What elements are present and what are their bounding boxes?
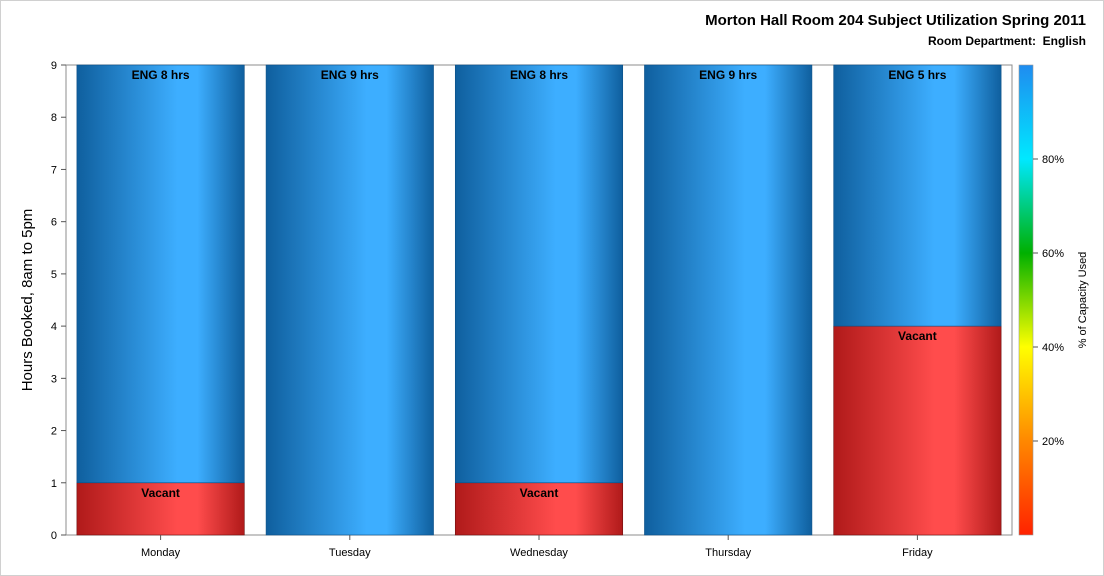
bar-eng-friday: [833, 64, 1002, 327]
x-tick-label: Wednesday: [510, 547, 568, 559]
x-tick-label: Tuesday: [329, 547, 371, 559]
y-tick-label: 4: [51, 321, 57, 333]
y-axis-label: Hours Booked, 8am to 5pm: [19, 209, 36, 392]
bar-label-vacant: Vacant: [141, 486, 180, 500]
bar-label-eng: ENG 8 hrs: [510, 68, 568, 82]
x-tick-label: Friday: [902, 547, 933, 559]
bar-eng-monday: [76, 64, 245, 484]
bar-label-eng: ENG 9 hrs: [321, 68, 379, 82]
y-tick-label: 5: [51, 269, 57, 281]
y-tick-label: 6: [51, 217, 57, 229]
bar-label-vacant: Vacant: [520, 486, 559, 500]
bar-eng-wednesday: [454, 64, 624, 484]
bar-label-eng: ENG 8 hrs: [132, 68, 190, 82]
bar-label-eng: ENG 9 hrs: [699, 68, 757, 82]
bar-label-eng: ENG 5 hrs: [888, 68, 946, 82]
colorbar-tick-label: 80%: [1042, 154, 1064, 166]
bar-eng-thursday: [644, 64, 813, 536]
colorbar-label: % of Capacity Used: [1077, 252, 1089, 349]
bar-label-vacant: Vacant: [898, 329, 937, 343]
colorbar-tick-label: 60%: [1042, 248, 1064, 260]
y-tick-label: 3: [51, 373, 57, 385]
x-tick-label: Monday: [141, 547, 181, 559]
colorbar-tick-label: 20%: [1042, 436, 1064, 448]
colorbar-tick-label: 40%: [1042, 342, 1064, 354]
y-tick-label: 9: [51, 60, 57, 72]
y-tick-label: 8: [51, 112, 57, 124]
y-tick-label: 1: [51, 478, 57, 490]
bar-vacant-friday: [833, 325, 1002, 536]
chart-title: Morton Hall Room 204 Subject Utilization…: [705, 12, 1086, 29]
colorbar: [1018, 64, 1034, 536]
y-tick-label: 2: [51, 426, 57, 438]
bar-vacant-wednesday: [454, 482, 624, 536]
chart-subtitle: Room Department: English: [927, 34, 1086, 48]
plot-area: 0 1 2 3 4 5 6 7 8 9 Vacant ENG 8 hrs Monday ENG 9 hrs…: [51, 60, 1064, 559]
y-tick-label: 0: [51, 530, 57, 542]
y-tick-label: 7: [51, 164, 57, 176]
bar-eng-tuesday: [265, 64, 434, 536]
x-tick-label: Thursday: [705, 547, 751, 559]
